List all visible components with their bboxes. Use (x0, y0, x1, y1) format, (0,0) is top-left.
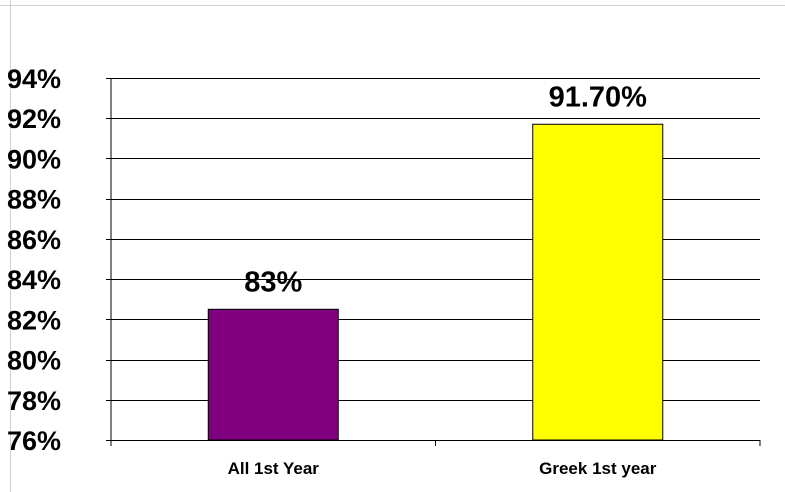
data-label-1: 91.70% (549, 81, 648, 113)
y-tick-label-5: 86% (7, 225, 61, 255)
data-label-0: 83% (244, 266, 302, 298)
bar-1 (532, 123, 664, 441)
bar-0 (207, 308, 339, 441)
y-axis-tick-labels: 76% 78% 80% 82% 84% 86% 88% 90% 92% 94% (7, 64, 61, 456)
y-tick-label-0: 76% (7, 426, 61, 456)
axes (106, 78, 761, 446)
y-tick-label-2: 80% (7, 346, 61, 376)
category-label-1: Greek 1st year (539, 459, 657, 478)
category-labels: All 1st Year Greek 1st year (228, 459, 657, 478)
y-tick-label-8: 92% (7, 104, 61, 134)
y-tick-label-3: 82% (7, 305, 61, 335)
bars (207, 123, 664, 441)
data-labels: 83% 91.70% (244, 81, 647, 298)
y-tick-label-4: 84% (7, 265, 61, 295)
y-tick-label-1: 78% (7, 386, 61, 416)
y-tick-label-9: 94% (7, 64, 61, 94)
y-tick-label-6: 88% (7, 185, 61, 215)
category-label-0: All 1st Year (228, 459, 320, 478)
y-tick-label-7: 90% (7, 144, 61, 174)
